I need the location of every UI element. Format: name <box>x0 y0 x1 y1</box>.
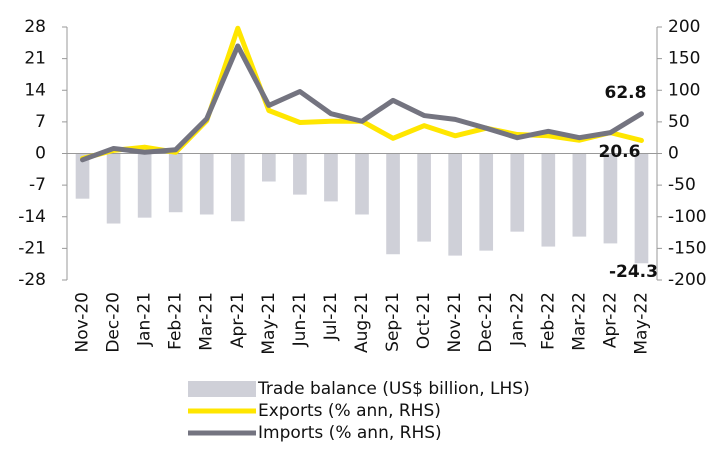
bar <box>106 153 121 224</box>
legend-swatch <box>188 381 256 397</box>
bar <box>510 153 525 232</box>
bar <box>324 153 338 202</box>
x-tick-label: Jun-21 <box>290 292 310 347</box>
x-tick-label: Dec-21 <box>476 292 496 353</box>
y2-tick-label: 0 <box>668 144 679 164</box>
data-label: -24.3 <box>609 262 658 282</box>
y-tick-label: -14 <box>18 207 46 227</box>
line <box>80 25 644 162</box>
x-tick-label: Jan-22 <box>507 292 527 347</box>
x-tick-label: Apr-21 <box>228 292 248 348</box>
bar <box>262 153 276 182</box>
bar <box>417 153 431 242</box>
x-tick-label: Oct-21 <box>414 292 434 349</box>
line <box>80 43 644 163</box>
y2-tick-label: 200 <box>668 17 700 37</box>
bar <box>199 153 214 215</box>
bar <box>137 153 152 218</box>
x-tick-label: Apr-22 <box>600 292 620 348</box>
bar <box>386 153 400 255</box>
y-tick-label: 28 <box>24 17 46 37</box>
bar <box>572 153 587 237</box>
x-tick-label: May-21 <box>259 292 279 355</box>
data-label: 20.6 <box>598 142 640 162</box>
legend-label: Imports (% ann, RHS) <box>258 423 442 443</box>
bar <box>479 153 494 251</box>
y-tick-label: 21 <box>24 49 46 69</box>
y2-tick-label: -50 <box>668 175 696 195</box>
x-tick-label: Sep-21 <box>383 292 403 352</box>
x-tick-label: Nov-21 <box>445 292 465 353</box>
legend-label: Exports (% ann, RHS) <box>258 401 441 421</box>
x-tick-label: Mar-22 <box>569 292 589 351</box>
bar <box>168 153 183 213</box>
bar <box>355 153 369 215</box>
y-tick-label: -28 <box>18 270 46 290</box>
bar <box>448 153 462 256</box>
x-tick-label: Aug-21 <box>352 292 372 353</box>
x-tick-label: Jan-21 <box>135 292 155 347</box>
y2-tick-label: 50 <box>668 112 690 132</box>
y2-tick-label: -150 <box>668 238 707 258</box>
bar <box>634 153 649 264</box>
x-tick-label: Feb-22 <box>538 292 558 350</box>
y-tick-label: 7 <box>35 112 46 132</box>
data-label: 62.8 <box>604 83 646 103</box>
legend-label: Trade balance (US$ billion, LHS) <box>257 379 530 399</box>
bar <box>541 153 556 247</box>
x-tick-label: Feb-21 <box>166 292 186 350</box>
bar <box>293 153 307 195</box>
y-tick-label: 14 <box>24 80 46 100</box>
y-tick-label: 0 <box>35 144 46 164</box>
x-tick-label: Mar-21 <box>197 292 217 351</box>
x-tick-label: May-22 <box>631 292 651 355</box>
y2-tick-label: -100 <box>668 207 707 227</box>
y2-tick-label: 100 <box>668 80 700 100</box>
y2-tick-label: 150 <box>668 49 700 69</box>
bar <box>75 153 90 199</box>
x-tick-label: Nov-20 <box>73 292 93 353</box>
x-tick-label: Jul-21 <box>321 292 341 341</box>
y-tick-label: -7 <box>29 175 46 195</box>
x-tick-label: Dec-20 <box>104 292 124 353</box>
bar <box>603 153 618 244</box>
bar <box>230 153 245 222</box>
y2-tick-label: -200 <box>668 270 707 290</box>
y-tick-label: -21 <box>18 238 46 258</box>
